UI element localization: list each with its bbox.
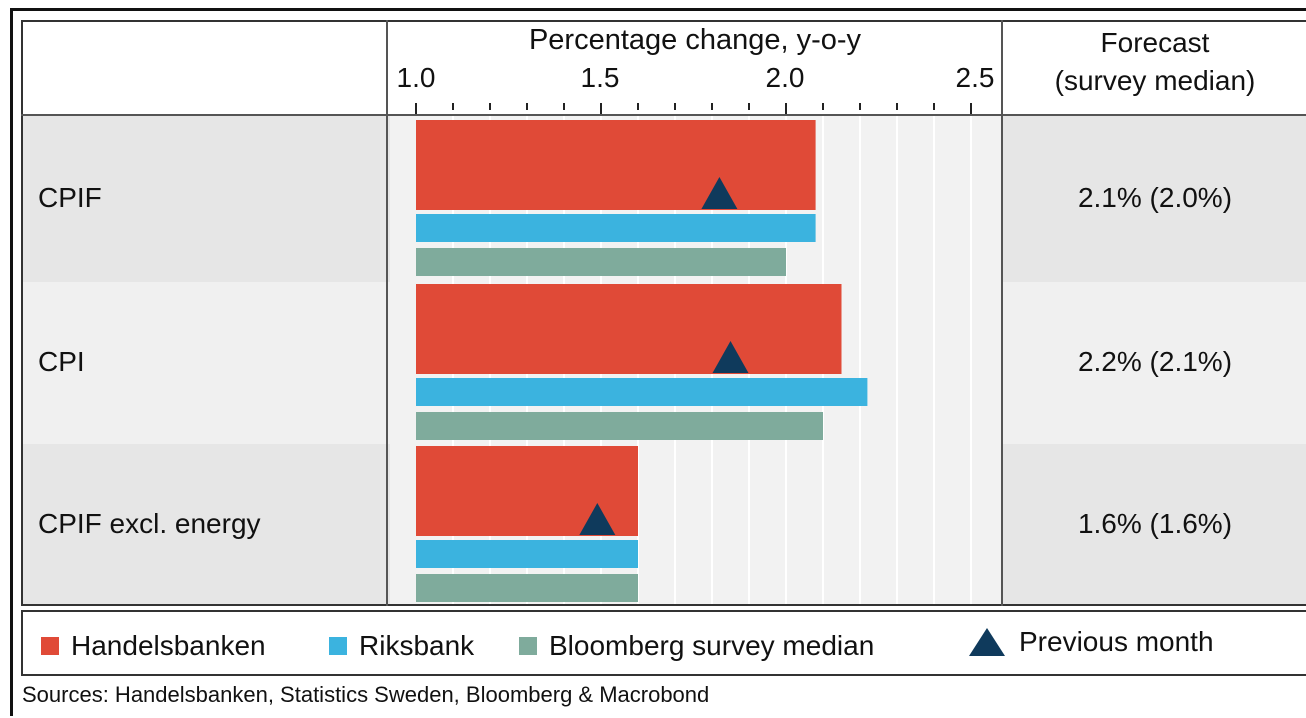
bar-handelsbanken (416, 120, 816, 210)
x-tick-label: 2.0 (765, 62, 805, 93)
legend-label-previous-month: Previous month (1019, 626, 1214, 657)
x-tick-label: 2.5 (955, 62, 995, 93)
bar-handelsbanken (416, 284, 842, 374)
chart-title: Percentage change, y-o-y (528, 24, 862, 56)
legend-item-riksbank: Riksbank (329, 630, 474, 662)
legend-swatch-riksbank (329, 637, 347, 655)
category-label-cpi: CPI (38, 346, 85, 377)
category-label-cpif-excl-energy: CPIF excl. energy (38, 508, 261, 539)
forecast-header: Forecast (survey median) (1005, 24, 1305, 100)
legend-swatch-bloomberg (519, 637, 537, 655)
previous-month-marker (701, 177, 738, 209)
category-label-cpif: CPIF (38, 182, 102, 213)
source-note: Sources: Handelsbanken, Statistics Swede… (22, 682, 710, 707)
forecast-value-cpif: 2.1% (2.0%) (1077, 182, 1233, 213)
chart-frame (10, 8, 1306, 716)
legend-label-bloomberg: Bloomberg survey median (549, 630, 875, 661)
legend-label-handelsbanken: Handelsbanken (71, 630, 266, 661)
bar-riksbank (416, 378, 868, 406)
legend-item-handelsbanken: Handelsbanken (41, 630, 266, 662)
bar-bloomberg-survey-median (416, 574, 638, 602)
previous-month-marker (579, 503, 616, 535)
header-separator (21, 114, 1306, 116)
forecast-value-cpi: 2.2% (2.1%) (1077, 346, 1233, 377)
table-border (21, 20, 1306, 606)
legend-swatch-handelsbanken (41, 637, 59, 655)
legend: Handelsbanken Riksbank Bloomberg survey … (21, 610, 1306, 676)
bar-riksbank (416, 540, 638, 568)
bar-riksbank (416, 214, 816, 242)
forecast-header-line2: (survey median) (1054, 65, 1256, 96)
forecast-header-line1: Forecast (1100, 27, 1210, 58)
x-tick-label: 1.5 (580, 62, 620, 93)
legend-item-bloomberg: Bloomberg survey median (519, 630, 874, 662)
forecast-value-cpif-excl-energy: 1.6% (1.6%) (1077, 508, 1233, 539)
bar-bloomberg-survey-median (416, 412, 823, 440)
label-column-separator (386, 20, 388, 606)
triangle-icon (969, 628, 1005, 656)
previous-month-marker (712, 341, 749, 373)
bar-bloomberg-survey-median (416, 248, 786, 276)
legend-label-riksbank: Riksbank (359, 630, 475, 661)
x-tick-label: 1.0 (396, 62, 436, 93)
forecast-column-separator (1001, 20, 1003, 606)
legend-item-previous-month: Previous month (969, 626, 1214, 658)
